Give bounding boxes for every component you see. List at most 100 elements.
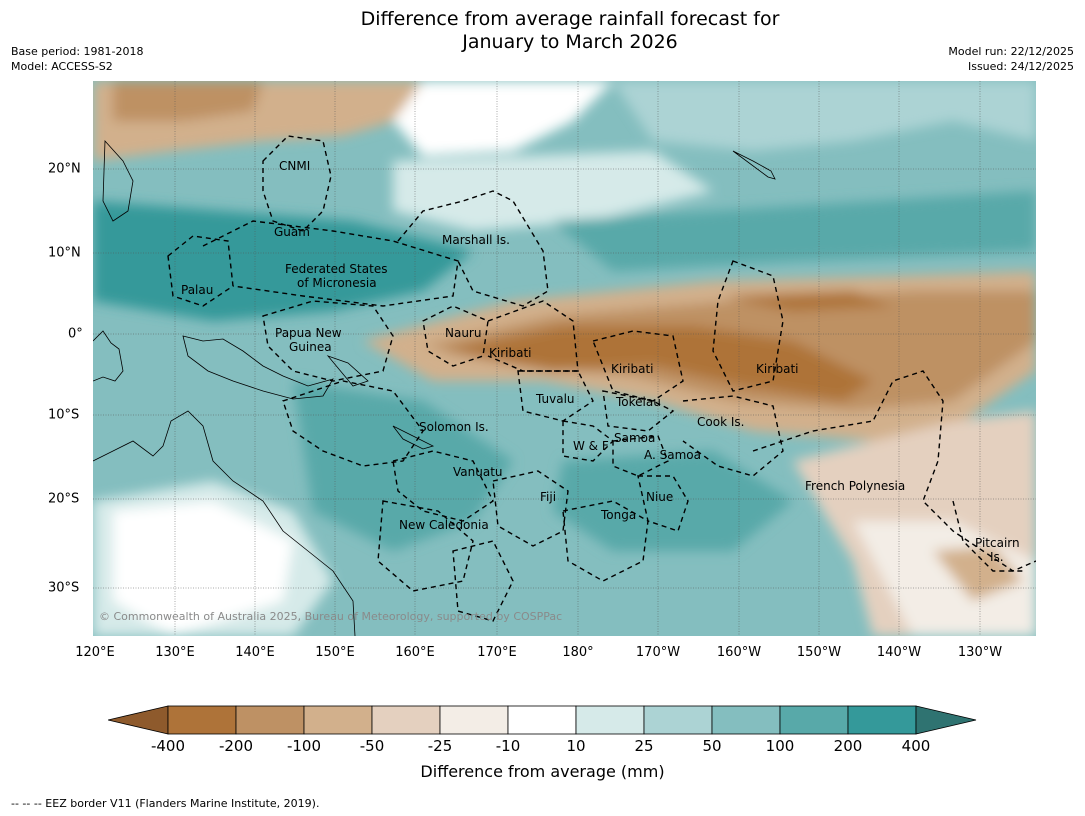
eez-wallis-futuna — [562, 420, 615, 462]
label-kiribati-c: Kiribati — [611, 362, 653, 376]
issued-date: Issued: 24/12/2025 — [967, 60, 1074, 73]
coast-solomons — [392, 425, 435, 450]
label-nauru: Nauru — [445, 326, 481, 340]
base-period: Base period: 1981-2018 — [11, 45, 144, 58]
label-cook: Cook Is. — [697, 415, 744, 429]
lon-tick-150w: 150°W — [796, 645, 842, 660]
coast-australia — [93, 410, 356, 636]
colorbar-title: Difference from average (mm) — [420, 762, 665, 781]
eez-norfolk — [452, 540, 514, 622]
eez-solomons — [282, 380, 424, 467]
field-dry-tongue-ne — [723, 291, 893, 311]
eez-fsm — [202, 220, 459, 307]
model-name: Model: ACCESS-S2 — [11, 60, 113, 73]
label-vanuatu: Vanuatu — [453, 465, 503, 479]
label-wf: W & F — [573, 439, 609, 453]
label-guam: Guam — [274, 225, 310, 239]
colorbar-segment — [643, 705, 713, 735]
colorbar-tick-label: 25 — [634, 737, 654, 755]
field-north-neutral — [393, 81, 613, 156]
field-coral-sea-wet — [293, 381, 513, 551]
colorbar-segment — [575, 705, 645, 735]
colorbar-segment — [779, 705, 849, 735]
field-equator-wet — [553, 191, 1036, 271]
label-frpoly: French Polynesia — [805, 479, 905, 493]
lat-tick-20n: 20°N — [48, 161, 81, 177]
label-solomon: Solomon Is. — [419, 420, 489, 434]
field-fiji-wet — [553, 451, 793, 551]
eez-kiribati-c — [592, 330, 684, 402]
lon-tick-140e: 140°E — [235, 645, 275, 660]
lon-tick-170e: 170°E — [477, 645, 517, 660]
colorbar-tick-label: -10 — [495, 737, 521, 755]
eez-tuvalu — [517, 370, 594, 422]
eez-tonga — [562, 500, 649, 582]
label-tonga: Tonga — [600, 508, 636, 522]
label-cnmi: CNMI — [279, 159, 310, 173]
lat-tick-10n: 10°N — [48, 245, 81, 261]
field-se-dry-patch — [933, 546, 1023, 601]
colorbar-segment — [711, 705, 781, 735]
eez-kiribati-w — [487, 300, 579, 372]
colorbar-tick-label: 10 — [566, 737, 586, 755]
coastlines — [93, 139, 776, 636]
map-title: Difference from average rainfall forecas… — [0, 8, 1085, 54]
lat-tick-20s: 20°S — [48, 491, 80, 507]
lon-tick-130w: 130°W — [957, 645, 1003, 660]
field-nw-dry-core — [113, 81, 263, 121]
coast-philippines — [102, 139, 134, 222]
field-sw-neutral — [113, 501, 293, 636]
colorbar-arrow-right — [915, 705, 977, 735]
label-pitcairn-2: Is. — [990, 550, 1004, 564]
colorbar-segment — [847, 705, 917, 735]
copyright-notice: © Commonwealth of Australia 2025, Bureau… — [99, 610, 563, 623]
colorbar-arrow-left — [107, 705, 169, 735]
label-tokelau: Tokelau — [615, 395, 661, 409]
coast-new-guinea — [182, 335, 334, 400]
lon-tick-150e: 150°E — [315, 645, 355, 660]
graticule — [93, 81, 1036, 636]
eez-niue — [637, 475, 689, 532]
place-labels: CNMI Guam Marshall Is. Federated States … — [181, 159, 1020, 564]
colorbar-tick-label: -200 — [218, 737, 254, 755]
label-kiribati-e: Kiribati — [756, 362, 798, 376]
lat-tick-30s: 30°S — [48, 580, 80, 596]
field-west-wet-core — [93, 201, 473, 321]
colorbar-segment — [439, 705, 509, 735]
eez-new-caledonia — [377, 500, 474, 592]
eez-marshall — [397, 190, 549, 307]
meta-right: Model run: 22/12/2025 Issued: 24/12/2025 — [948, 44, 1074, 74]
label-fsm-2: of Micronesia — [297, 276, 377, 290]
label-newcal: New Caledonia — [399, 518, 489, 532]
title-line-2: January to March 2026 — [462, 31, 678, 53]
colorbar-segment — [303, 705, 373, 735]
colorbar-tick-label: 50 — [702, 737, 722, 755]
eez-borders — [167, 135, 1036, 622]
eez-pitcairn — [952, 500, 1023, 572]
label-fiji: Fiji — [540, 490, 556, 504]
rainfall-map: CNMI Guam Marshall Is. Federated States … — [93, 81, 1036, 636]
colorbar-segment — [507, 705, 577, 735]
eez-footnote: -- -- -- EEZ border V11 (Flanders Marine… — [11, 797, 320, 810]
label-png-2: Guinea — [289, 340, 332, 354]
colorbar-tick-label: 100 — [765, 737, 795, 755]
field-ne-wet — [613, 81, 1036, 151]
label-kiribati-w: Kiribati — [489, 346, 531, 360]
field-central-light — [393, 151, 713, 231]
colorbar-tick-label: -100 — [286, 737, 322, 755]
eez-vanuatu — [392, 450, 494, 522]
eez-cnmi-guam — [262, 135, 332, 232]
colorbar-tick-label: -400 — [150, 737, 186, 755]
meta-left: Base period: 1981-2018 Model: ACCESS-S2 — [11, 44, 143, 74]
colorbar-tick-label: -25 — [427, 737, 453, 755]
colorbar — [107, 705, 978, 735]
map-canvas: CNMI Guam Marshall Is. Federated States … — [93, 81, 1036, 636]
colorbar-segment — [167, 705, 237, 735]
colorbar-tick-label: 200 — [833, 737, 863, 755]
eez-samoa — [612, 435, 669, 477]
eez-cook — [682, 395, 784, 477]
coast-sulawesi — [93, 330, 124, 382]
lon-tick-140w: 140°W — [876, 645, 922, 660]
label-niue: Niue — [646, 490, 673, 504]
label-pitcairn-1: Pitcairn — [975, 536, 1020, 550]
